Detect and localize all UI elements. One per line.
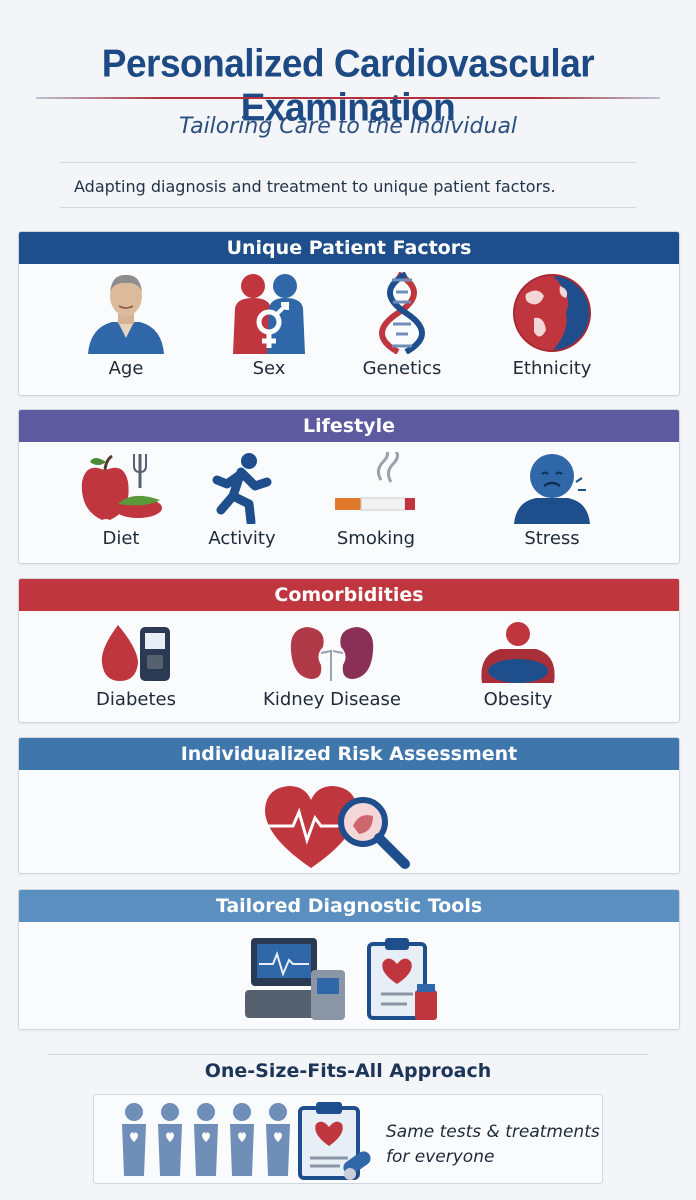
comorbidity-diabetes: Diabetes bbox=[81, 621, 191, 710]
monitor-clipboard-icon bbox=[245, 938, 437, 1020]
title-divider bbox=[36, 97, 660, 99]
factor-sex: Sex bbox=[214, 272, 324, 379]
kidneys-icon bbox=[290, 627, 374, 681]
globe-icon bbox=[513, 274, 591, 352]
lifestyle-label-activity: Activity bbox=[208, 528, 276, 549]
risk-illustration bbox=[259, 782, 419, 870]
page-title: Personalized Cardiovascular Examination bbox=[101, 41, 595, 130]
footer-caption: Same tests & treatments for everyone bbox=[386, 1120, 600, 1170]
panel-header-tools: Tailored Diagnostic Tools bbox=[19, 890, 679, 922]
apple-plate-icon bbox=[81, 454, 162, 520]
factor-label-age: Age bbox=[108, 358, 144, 379]
comorbidity-label-kidney: Kidney Disease bbox=[263, 689, 401, 710]
lifestyle-activity: Activity bbox=[187, 452, 297, 549]
lifestyle-diet: Diet bbox=[69, 452, 173, 549]
lifestyle-label-diet: Diet bbox=[102, 528, 140, 549]
footer-divider bbox=[48, 1054, 648, 1055]
lifestyle-stress: Stress bbox=[497, 452, 607, 549]
heart-magnifier-icon bbox=[265, 786, 410, 869]
factor-ethnicity: Ethnicity bbox=[497, 272, 607, 379]
panel-header-lifestyle: Lifestyle bbox=[19, 410, 679, 442]
factor-label-ethnicity: Ethnicity bbox=[512, 358, 592, 379]
elderly-man-icon bbox=[88, 274, 164, 354]
factor-label-genetics: Genetics bbox=[362, 358, 442, 379]
divider-top bbox=[60, 162, 636, 163]
people-row-icon bbox=[118, 1102, 298, 1183]
stressed-person-icon bbox=[514, 454, 590, 524]
footer-title: One-Size-Fits-All Approach bbox=[204, 1060, 492, 1082]
lifestyle-label-smoking: Smoking bbox=[336, 528, 416, 549]
tagline: Adapting diagnosis and treatment to uniq… bbox=[74, 177, 556, 196]
factor-label-sex: Sex bbox=[252, 358, 286, 379]
panel-header-risk: Individualized Risk Assessment bbox=[19, 738, 679, 770]
panel-unique-factors: Unique Patient Factors Age Sex bbox=[18, 231, 680, 396]
panel-header-unique: Unique Patient Factors bbox=[19, 232, 679, 264]
panel-risk-assessment: Individualized Risk Assessment bbox=[18, 737, 680, 874]
running-person-icon bbox=[212, 453, 272, 524]
panel-lifestyle: Lifestyle Diet Activity Smoking bbox=[18, 409, 680, 564]
comorbidity-obesity: Obesity bbox=[463, 621, 573, 710]
footer-caption-line1: Same tests & treatments bbox=[386, 1122, 600, 1142]
lifestyle-label-stress: Stress bbox=[524, 528, 580, 549]
lifestyle-smoking: Smoking bbox=[321, 452, 431, 549]
factor-genetics: Genetics bbox=[347, 272, 457, 379]
comorbidity-label-diabetes: Diabetes bbox=[96, 689, 176, 710]
gender-symbol-icon bbox=[233, 274, 305, 354]
comorbidity-label-obesity: Obesity bbox=[483, 689, 553, 710]
panel-comorbidities: Comorbidities Diabetes Kidney Disease Ob… bbox=[18, 578, 680, 723]
clipboard-pills-icon bbox=[296, 1100, 376, 1187]
obese-person-icon bbox=[481, 622, 555, 683]
divider-bottom bbox=[60, 207, 636, 208]
panel-diagnostic-tools: Tailored Diagnostic Tools bbox=[18, 889, 680, 1030]
footer-caption-line2: for everyone bbox=[386, 1147, 495, 1167]
factor-age: Age bbox=[71, 272, 181, 379]
tools-illustration bbox=[241, 934, 451, 1022]
cigarette-icon bbox=[335, 452, 415, 511]
blood-drop-glucometer-icon bbox=[101, 625, 170, 681]
panel-header-comorbidities: Comorbidities bbox=[19, 579, 679, 611]
dna-icon bbox=[379, 272, 425, 354]
page-subtitle: Tailoring Care to the Individual bbox=[178, 114, 518, 139]
comorbidity-kidney: Kidney Disease bbox=[252, 621, 412, 710]
